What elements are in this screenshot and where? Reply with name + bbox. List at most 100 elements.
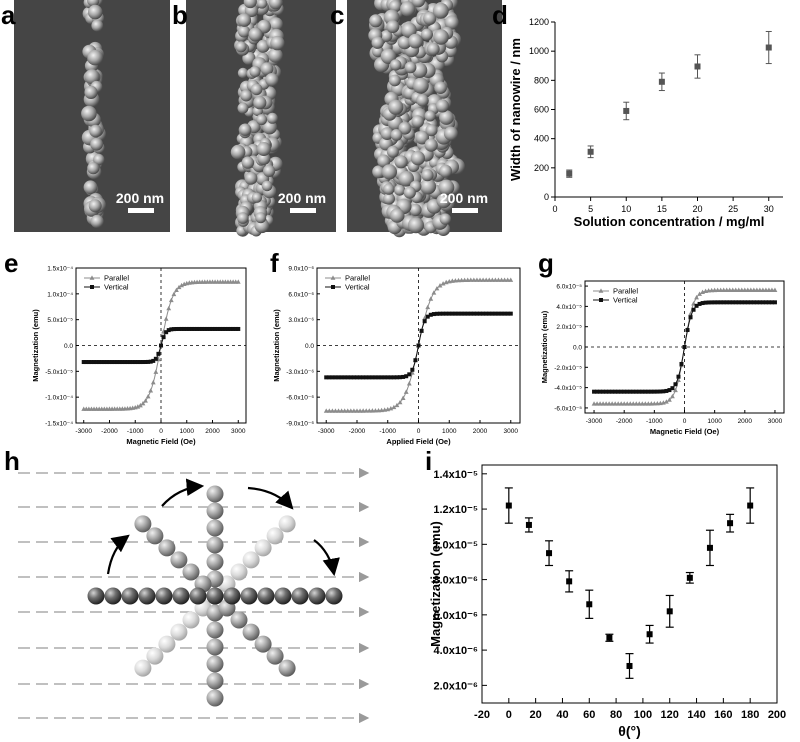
x-tick-label: -3000 xyxy=(318,428,335,435)
data-point-vertical xyxy=(200,326,205,331)
data-point-vertical xyxy=(179,326,184,331)
x-tick-label: -1000 xyxy=(646,418,663,425)
data-point-parallel xyxy=(733,287,739,292)
data-point-parallel xyxy=(763,287,769,292)
nanoparticle xyxy=(158,539,176,557)
data-point-vertical xyxy=(104,360,109,365)
x-tick-label: -3000 xyxy=(75,428,92,435)
data-point-parallel xyxy=(667,397,672,402)
data-point xyxy=(727,520,734,527)
data-point-parallel xyxy=(508,277,514,282)
data-point-vertical xyxy=(425,314,430,319)
data-point-vertical xyxy=(228,326,233,331)
data-point-vertical xyxy=(99,360,104,365)
x-tick-label: 0 xyxy=(417,428,421,435)
y-tick-label: -2.0x10⁻⁵ xyxy=(554,365,582,372)
sem-particle xyxy=(240,89,253,102)
rotation-arrow-top-right xyxy=(247,486,294,510)
sem-particle xyxy=(443,126,458,141)
data-point-vertical xyxy=(434,311,439,316)
sem-particles-c xyxy=(368,0,465,238)
data-point-vertical xyxy=(496,311,501,316)
y-tick-label: 4.0x10⁻⁵ xyxy=(556,304,582,311)
data-point-vertical xyxy=(330,375,335,380)
data-point xyxy=(706,544,713,551)
nanoparticle xyxy=(278,659,296,677)
panel-a: 200 nm a xyxy=(1,0,170,232)
data-point-vertical xyxy=(745,300,750,305)
sem-particle xyxy=(400,1,416,17)
data-point xyxy=(666,608,673,615)
data-point-vertical xyxy=(220,326,225,331)
data-point-parallel xyxy=(135,404,141,409)
sem-particles-a xyxy=(81,0,106,228)
data-point-vertical xyxy=(419,328,424,333)
data-point xyxy=(546,550,553,557)
data-point-vertical xyxy=(441,311,446,316)
data-point-parallel xyxy=(166,305,172,311)
data-point-vertical xyxy=(634,389,639,394)
data-point-parallel xyxy=(354,408,360,413)
data-point-parallel xyxy=(483,277,489,282)
data-point-parallel xyxy=(339,408,345,413)
data-point-vertical xyxy=(718,300,723,305)
x-tick-label: -2000 xyxy=(101,428,118,435)
data-point-parallel xyxy=(618,401,624,406)
sem-particle xyxy=(416,94,429,107)
x-tick-label: 25 xyxy=(728,204,738,214)
x-tick-label: 0 xyxy=(552,204,557,214)
y-tick-label: 1.4x10⁻⁵ xyxy=(433,469,478,481)
data-point-vertical xyxy=(766,300,771,305)
data-point-vertical xyxy=(631,389,636,394)
y-tick-label: 1200 xyxy=(529,17,549,27)
data-point-vertical xyxy=(416,343,421,348)
data-point-vertical xyxy=(236,326,241,331)
data-point-vertical xyxy=(739,300,744,305)
data-point-vertical xyxy=(367,375,372,380)
nanoparticle xyxy=(254,539,272,557)
sem-particle xyxy=(237,102,249,114)
data-point-vertical xyxy=(233,326,238,331)
sem-particle xyxy=(432,2,449,19)
nanoparticle xyxy=(206,638,224,656)
nanoparticle xyxy=(230,563,248,581)
panel-label-c: c xyxy=(330,0,344,30)
data-point-vertical xyxy=(682,345,687,349)
sem-particle xyxy=(404,61,417,74)
data-point-vertical xyxy=(379,375,384,380)
data-point-vertical xyxy=(703,300,708,305)
data-point-vertical xyxy=(156,351,161,356)
data-point-vertical xyxy=(182,326,187,331)
panel-c: 200 nm c xyxy=(330,0,502,238)
data-point-vertical xyxy=(691,307,696,312)
data-point-parallel xyxy=(496,277,501,282)
data-point-parallel xyxy=(736,287,742,292)
data-point-vertical xyxy=(97,360,102,365)
x-tick-label: 3000 xyxy=(768,418,783,425)
data-point-parallel xyxy=(179,282,185,288)
panel-label-g: g xyxy=(538,248,554,278)
sem-particle xyxy=(88,199,102,213)
data-point-vertical xyxy=(478,311,483,316)
rotation-arrows xyxy=(106,478,340,577)
data-point-vertical xyxy=(342,375,347,380)
data-point-parallel xyxy=(323,408,329,413)
data-point-vertical xyxy=(652,389,657,394)
nanoparticle xyxy=(182,611,200,629)
legend-label: Parallel xyxy=(613,287,638,296)
data-point-parallel xyxy=(642,401,648,406)
sem-particle xyxy=(388,0,402,13)
scale-bar-label-b: 200 nm xyxy=(278,190,326,206)
data-point-parallel xyxy=(730,287,736,292)
sem-particle xyxy=(408,33,423,49)
data-point-vertical xyxy=(413,358,418,363)
nanoparticle xyxy=(206,519,224,537)
x-axis-label: Magnetic Field (Oe) xyxy=(650,427,720,436)
data-point-parallel xyxy=(697,291,702,296)
data-point-vertical xyxy=(619,389,624,394)
data-point-vertical xyxy=(748,300,753,305)
data-point-vertical xyxy=(192,326,197,331)
panel-label-e: e xyxy=(4,248,18,278)
y-tick-label: 0 xyxy=(544,192,549,202)
data-point-parallel xyxy=(342,408,348,413)
